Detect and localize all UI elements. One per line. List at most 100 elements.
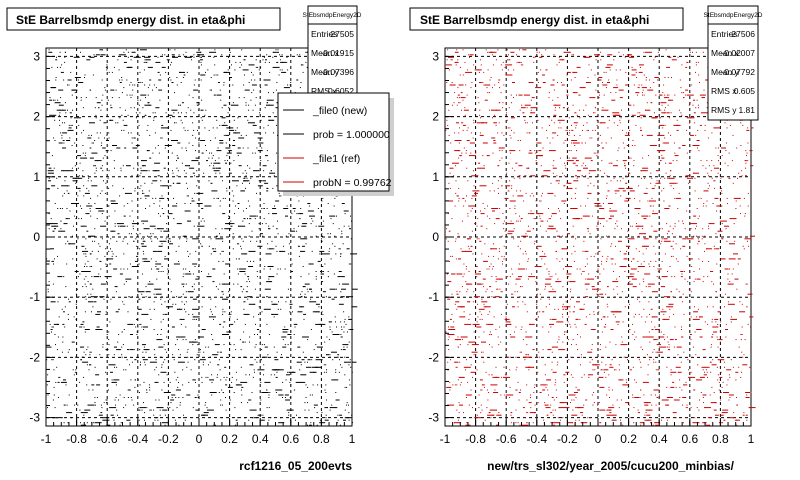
left-data-point: [121, 79, 123, 81]
right-data-point: [458, 150, 459, 152]
left-data-point: [55, 381, 57, 383]
left-data-point: [127, 243, 129, 245]
right-data-point: [598, 266, 600, 267]
right-data-point: [688, 369, 690, 371]
right-data-point: [551, 346, 558, 348]
left-data-point: [155, 147, 157, 149]
right-data-point: [548, 394, 549, 396]
right-data-point: [619, 69, 621, 71]
left-data-point: [74, 271, 79, 272]
left-x-tick-label: -1: [41, 432, 52, 446]
left-data-point: [238, 165, 242, 167]
left-data-point: [317, 260, 321, 262]
left-data-point: [127, 311, 129, 313]
left-data-point: [127, 323, 133, 325]
left-data-point: [246, 180, 248, 182]
left-data-point: [97, 250, 99, 252]
right-data-point: [584, 283, 590, 285]
right-data-point: [496, 424, 499, 426]
left-data-point: [55, 59, 58, 61]
right-data-point: [633, 258, 635, 260]
right-data-point: [709, 394, 711, 396]
left-data-point: [47, 172, 54, 174]
right-data-point: [558, 180, 560, 182]
right-data-point: [522, 301, 524, 303]
left-data-point: [266, 407, 268, 409]
right-data-point: [674, 94, 676, 96]
right-data-point: [610, 258, 614, 260]
left-data-point: [168, 238, 171, 240]
right-data-point: [566, 71, 571, 73]
left-data-point: [341, 230, 343, 232]
left-data-point: [87, 230, 89, 232]
left-data-point: [65, 286, 67, 288]
right-data-point: [651, 213, 658, 215]
left-data-point: [95, 208, 103, 209]
left-data-point: [223, 283, 230, 285]
left-data-point: [247, 119, 249, 121]
right-data-point: [683, 384, 688, 386]
right-data-point: [449, 381, 451, 383]
right-data-point: [507, 59, 508, 61]
left-data-point: [196, 170, 198, 172]
right-data-point: [553, 122, 555, 124]
left-data-point: [191, 197, 193, 199]
left-data-point: [162, 271, 164, 272]
right-data-point: [546, 268, 548, 270]
left-data-point: [176, 155, 178, 157]
left-data-point: [228, 172, 232, 174]
left-data-point: [168, 54, 169, 56]
left-data-point: [273, 51, 279, 53]
right-data-point: [549, 150, 550, 152]
left-data-point: [257, 414, 262, 416]
right-data-point: [528, 354, 529, 356]
left-data-point: [334, 316, 336, 318]
left-data-point: [46, 258, 48, 260]
left-data-point: [63, 422, 65, 424]
right-data-point: [611, 263, 613, 265]
left-data-point: [143, 61, 145, 63]
right-data-point: [601, 160, 603, 162]
right-data-point: [594, 203, 601, 204]
left-data-point: [237, 117, 239, 119]
left-data-point: [171, 326, 175, 328]
left-data-point: [229, 129, 235, 131]
right-data-point: [677, 371, 682, 373]
left-data-point: [55, 417, 57, 419]
left-y-tick-label: -1: [29, 290, 40, 304]
right-data-point: [671, 233, 673, 235]
left-data-point: [283, 87, 290, 89]
right-data-point: [679, 235, 681, 237]
left-data-point: [78, 82, 84, 83]
right-data-point: [467, 127, 469, 129]
right-data-point: [650, 205, 652, 207]
right-data-point: [498, 412, 500, 414]
left-data-point: [232, 102, 234, 104]
right-data-point: [649, 266, 651, 267]
right-data-point: [621, 109, 622, 111]
left-data-point: [106, 69, 108, 71]
left-data-point: [279, 59, 281, 61]
left-data-point: [254, 334, 255, 335]
left-data-point: [285, 301, 287, 303]
right-data-point: [749, 150, 753, 152]
left-data-point: [241, 49, 243, 51]
right-data-point: [552, 172, 554, 174]
left-data-point: [146, 407, 148, 409]
right-data-point: [604, 316, 606, 318]
right-data-point: [720, 190, 722, 192]
right-data-point: [624, 56, 626, 58]
right-data-point: [562, 107, 565, 109]
left-data-point: [83, 185, 85, 187]
left-data-point: [251, 230, 253, 232]
right-data-point: [581, 175, 583, 177]
right-data-point: [618, 187, 625, 189]
left-data-point: [221, 291, 224, 293]
left-data-point: [142, 258, 148, 260]
right-data-point: [575, 124, 577, 126]
right-data-point: [454, 384, 456, 386]
left-data-point: [241, 386, 244, 388]
left-data-point: [212, 354, 218, 356]
left-data-point: [266, 296, 268, 298]
left-data-point: [201, 376, 203, 378]
